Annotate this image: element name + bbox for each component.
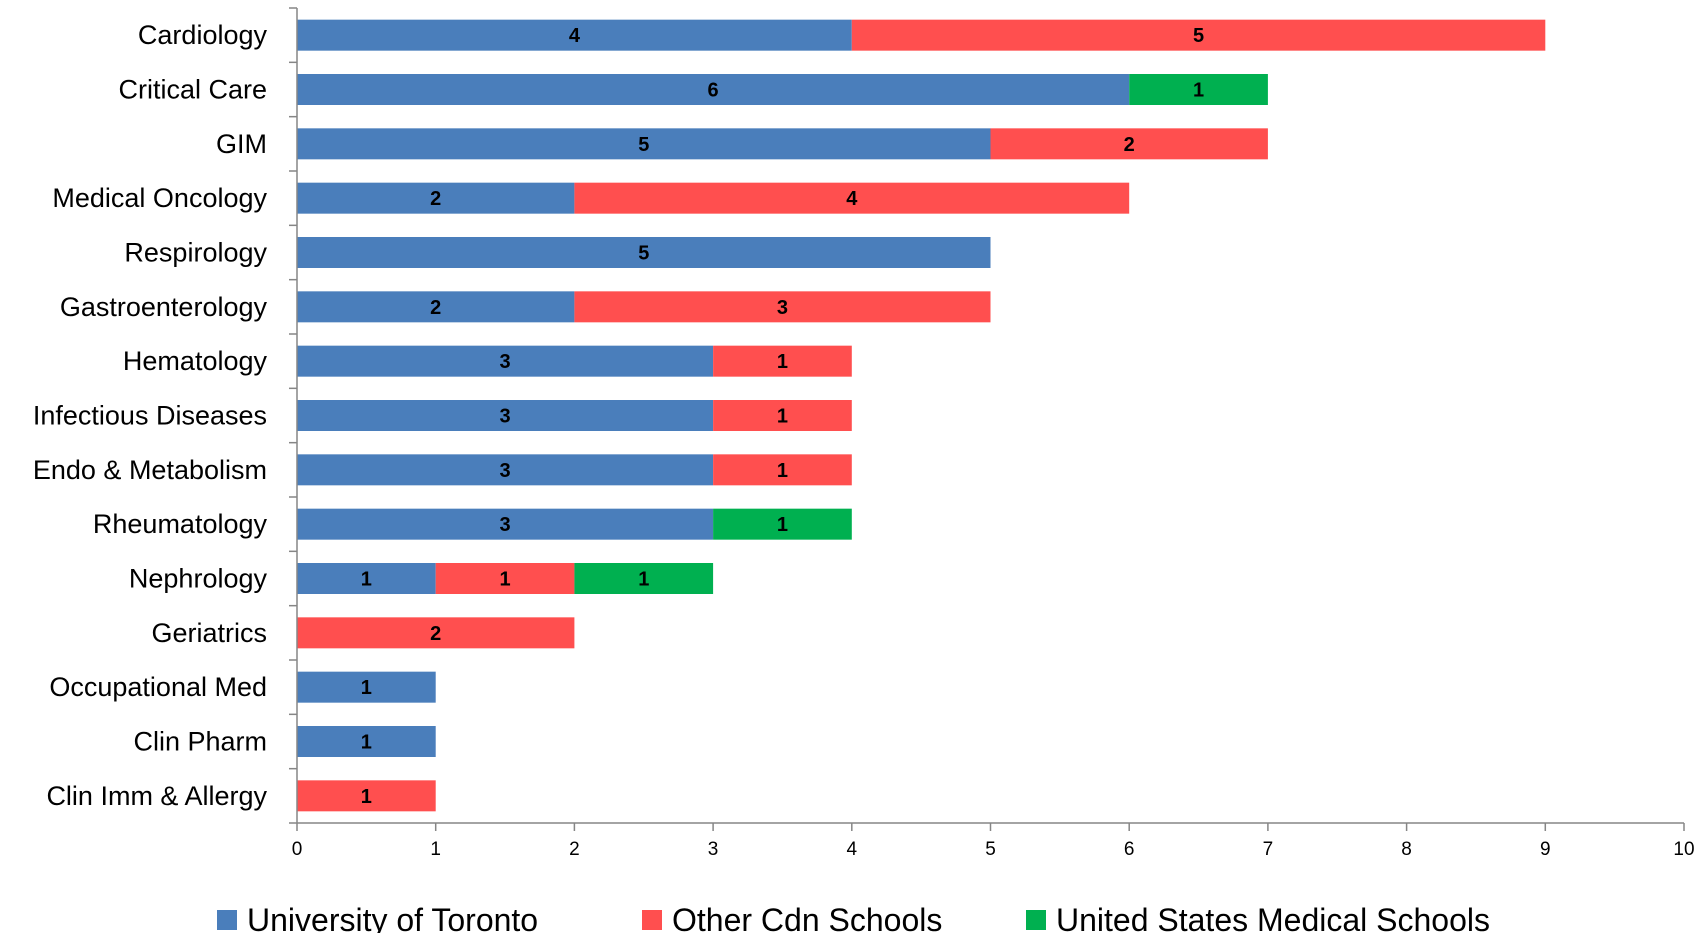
- category-label: Respirology: [124, 238, 267, 268]
- x-tick-label: 0: [292, 839, 303, 860]
- category-label: GIM: [216, 129, 267, 159]
- x-tick-label: 7: [1263, 839, 1274, 860]
- bar-segment: [297, 780, 436, 812]
- data-labels-layer: 4 5 6 1 5 2 2 4 5 2 3 3 1 3 1 3 1 3 1 1 1 1 2 1 1 1: [361, 25, 1204, 808]
- x-tick-label: 9: [1540, 839, 1551, 860]
- bar-segment: [297, 617, 575, 649]
- category-labels-layer: Cardiology Critical Care GIM Medical Oncolo…: [33, 20, 268, 811]
- data-label: 4: [846, 188, 858, 210]
- bar-segment: [990, 128, 1268, 160]
- bar-segment: [297, 454, 714, 486]
- data-label: 2: [430, 623, 441, 645]
- data-label: 3: [499, 460, 510, 482]
- category-label: Infectious Diseases: [33, 401, 267, 431]
- bar-segment: [297, 128, 991, 160]
- bar-segment: [435, 563, 575, 594]
- category-label: Cardiology: [138, 20, 268, 50]
- legend-label: University of Toronto: [247, 902, 538, 933]
- data-label: 1: [361, 677, 372, 699]
- bar-segment: [297, 237, 991, 268]
- category-label: Geriatrics: [151, 618, 267, 648]
- x-tick-label: 5: [985, 839, 996, 860]
- category-label: Hematology: [123, 346, 268, 376]
- data-label: 1: [638, 569, 649, 591]
- data-label: 1: [777, 351, 788, 373]
- data-label: 2: [1124, 134, 1135, 156]
- category-label: Endo & Metabolism: [33, 455, 267, 485]
- bar-segment: [574, 563, 714, 594]
- bar-segment: [297, 19, 852, 51]
- x-tick-label: 2: [569, 839, 580, 860]
- bar-segment: [713, 400, 852, 431]
- data-label: 3: [777, 297, 788, 319]
- bar-segment: [574, 182, 1130, 214]
- data-label: 5: [1193, 25, 1204, 47]
- legend-label: Other Cdn Schools: [672, 902, 942, 933]
- data-label: 3: [499, 351, 510, 373]
- data-label: 3: [499, 514, 510, 536]
- legend-swatch: [217, 910, 237, 930]
- data-label: 1: [777, 514, 788, 536]
- x-tick-label: 3: [708, 839, 719, 860]
- category-label: Rheumatology: [93, 509, 268, 539]
- x-tick-label: 8: [1401, 839, 1412, 860]
- data-label: 1: [1193, 80, 1204, 102]
- data-label: 2: [430, 297, 441, 319]
- data-label: 1: [777, 406, 788, 428]
- legend-swatch: [1026, 910, 1046, 930]
- bar-segment: [297, 74, 1130, 105]
- x-tick-label: 6: [1124, 839, 1135, 860]
- category-label: Occupational Med: [49, 672, 267, 702]
- x-tick-label: 10: [1673, 839, 1694, 860]
- data-label: 4: [569, 25, 581, 47]
- bar-segment: [297, 726, 436, 757]
- category-label: Critical Care: [118, 75, 267, 105]
- data-label: 1: [777, 460, 788, 482]
- bar-segment: [297, 400, 714, 431]
- bar-segment: [297, 508, 714, 540]
- bar-segment: [297, 182, 575, 214]
- data-label: 5: [638, 134, 649, 156]
- data-label: 3: [499, 406, 510, 428]
- bar-segment: [713, 454, 852, 486]
- category-label: Medical Oncology: [52, 183, 267, 213]
- data-label: 1: [499, 569, 510, 591]
- bar-segment: [297, 291, 575, 323]
- category-label: Gastroenterology: [60, 292, 268, 322]
- category-label: Clin Pharm: [133, 727, 267, 757]
- data-label: 6: [708, 80, 719, 102]
- bar-segment: [574, 291, 991, 323]
- category-label: Clin Imm & Allergy: [46, 781, 267, 811]
- axes-layer: 0 1 2 3 4 5 6 7 8 9 10: [289, 7, 1695, 860]
- bar-segment: [1129, 74, 1268, 105]
- bar-segment: [297, 563, 436, 594]
- category-label: Nephrology: [129, 564, 268, 594]
- bar-segment: [713, 345, 852, 377]
- bar-segment: [297, 671, 436, 703]
- x-tick-label: 4: [847, 839, 858, 860]
- legend-label: United States Medical Schools: [1056, 902, 1490, 933]
- data-label: 1: [361, 732, 372, 754]
- data-label: 1: [361, 786, 372, 808]
- bar-segment: [851, 19, 1546, 51]
- bar-segment: [297, 345, 714, 377]
- data-label: 2: [430, 188, 441, 210]
- x-tick-label: 1: [430, 839, 441, 860]
- legend: University of Toronto Other Cdn Schools Un…: [217, 902, 1490, 933]
- legend-swatch: [642, 910, 662, 930]
- bars-layer: [297, 19, 1546, 812]
- data-label: 5: [638, 243, 649, 265]
- bar-segment: [713, 508, 852, 540]
- data-label: 1: [361, 569, 372, 591]
